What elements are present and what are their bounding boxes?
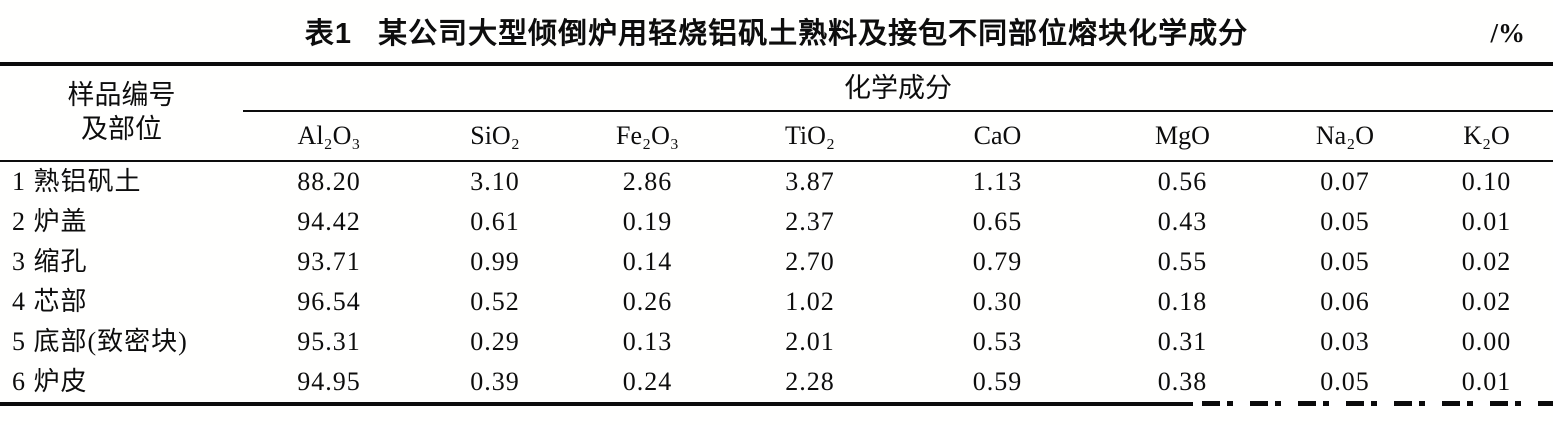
column-header: SiO₂ xyxy=(415,111,575,162)
value-cell: 3.10 xyxy=(470,167,520,197)
column-header: Al₂O₃ xyxy=(243,111,415,162)
value-cell: 0.00 xyxy=(1461,327,1512,357)
value-cell: 94.42 xyxy=(297,207,361,237)
value-cell: 0.07 xyxy=(1320,167,1370,197)
value-cell: 2.70 xyxy=(785,247,835,277)
row-label: 5 底部(致密块) xyxy=(12,327,188,357)
value-cell: 0.10 xyxy=(1461,167,1512,197)
row-header-line2: 及部位 xyxy=(81,114,162,144)
table-wrapper: 样品编号 及部位 化学成分 Al₂O₃ SiO₂ Fe₂O₃ TiO₂ CaO MgO Na… xyxy=(0,62,1553,406)
value-cell: 0.30 xyxy=(972,287,1023,317)
table-row: 2 炉盖 94.42 0.61 0.19 2.37 0.65 0.43 0.05 0.01 xyxy=(0,202,1553,242)
column-header: TiO₂ xyxy=(720,111,900,162)
value-cell: 0.13 xyxy=(622,327,673,357)
row-label: 2 炉盖 xyxy=(12,207,88,237)
value-cell: 0.03 xyxy=(1320,327,1370,357)
column-header: MgO xyxy=(1095,111,1270,162)
column-header: Fe₂O₃ xyxy=(575,111,720,162)
value-cell: 1.02 xyxy=(785,287,835,317)
row-header-line1: 样品编号 xyxy=(67,80,176,111)
value-cell: 95.31 xyxy=(297,327,361,357)
value-cell: 0.05 xyxy=(1320,247,1370,277)
value-cell: 0.59 xyxy=(972,367,1023,397)
value-cell: 0.65 xyxy=(972,207,1023,237)
value-cell: 2.01 xyxy=(785,327,835,357)
table-caption-text: 某公司大型倾倒炉用轻烧铝矾土熟料及接包不同部位熔块化学成分 xyxy=(378,18,1249,50)
value-cell: 0.26 xyxy=(622,287,673,317)
value-cell: 0.43 xyxy=(1157,207,1208,237)
value-cell: 0.18 xyxy=(1157,287,1208,317)
column-header: CaO xyxy=(900,111,1095,162)
value-cell: 88.20 xyxy=(297,167,361,197)
row-label: 6 炉皮 xyxy=(12,367,88,397)
value-cell: 0.53 xyxy=(972,327,1023,357)
group-header-row: 样品编号 及部位 化学成分 xyxy=(0,64,1553,162)
value-cell: 3.87 xyxy=(785,167,835,197)
value-cell: 0.79 xyxy=(972,247,1023,277)
value-cell: 0.38 xyxy=(1157,367,1208,397)
value-cell: 0.01 xyxy=(1461,367,1512,397)
value-cell: 93.71 xyxy=(297,247,361,277)
value-cell: 0.29 xyxy=(470,327,520,357)
value-cell: 0.01 xyxy=(1461,207,1512,237)
value-cell: 0.39 xyxy=(470,367,520,397)
row-label: 1 熟铝矾土 xyxy=(12,167,142,197)
value-cell: 0.02 xyxy=(1461,287,1512,317)
value-cell: 0.19 xyxy=(622,207,673,237)
table-caption: 表1 某公司大型倾倒炉用轻烧铝矾土熟料及接包不同部位熔块化学成分 xyxy=(305,10,1248,52)
value-cell: 2.37 xyxy=(785,207,835,237)
table-row: 6 炉皮 94.95 0.39 0.24 2.28 0.59 0.38 0.05 0.01 xyxy=(0,362,1553,404)
value-cell: 94.95 xyxy=(297,367,361,397)
column-header: K₂O xyxy=(1420,111,1553,162)
value-cell: 0.05 xyxy=(1320,367,1370,397)
value-cell: 0.99 xyxy=(470,247,520,277)
table-row: 5 底部(致密块) 95.31 0.29 0.13 2.01 0.53 0.31 0.03 0.… xyxy=(0,322,1553,362)
table-caption-row: 表1 某公司大型倾倒炉用轻烧铝矾土熟料及接包不同部位熔块化学成分 /% xyxy=(0,0,1553,62)
composition-table: 样品编号 及部位 化学成分 Al₂O₃ SiO₂ Fe₂O₃ TiO₂ CaO MgO Na… xyxy=(0,62,1553,406)
scan-artifact-dashes xyxy=(1193,401,1553,406)
table-row: 1 熟铝矾土 88.20 3.10 2.86 3.87 1.13 0.56 0.07 0.10 xyxy=(0,161,1553,202)
value-cell: 0.14 xyxy=(622,247,673,277)
column-header-row: Al₂O₃ SiO₂ Fe₂O₃ TiO₂ CaO MgO Na₂O K₂O xyxy=(0,111,1553,162)
value-cell: 0.06 xyxy=(1320,287,1370,317)
table-caption-label: 表1 xyxy=(304,18,353,50)
value-cell: 0.31 xyxy=(1157,327,1208,357)
column-header: Na₂O xyxy=(1270,111,1420,162)
group-header-cell: 化学成分 xyxy=(243,64,1553,112)
value-cell: 0.61 xyxy=(470,207,520,237)
table-row: 4 芯部 96.54 0.52 0.26 1.02 0.30 0.18 0.06 0.02 xyxy=(0,282,1553,322)
value-cell: 0.52 xyxy=(470,287,520,317)
row-header-cell: 样品编号 及部位 xyxy=(0,64,243,162)
value-cell: 0.56 xyxy=(1157,167,1208,197)
row-label: 3 缩孔 xyxy=(12,247,88,277)
table-body: 1 熟铝矾土 88.20 3.10 2.86 3.87 1.13 0.56 0.07 0.10 2… xyxy=(0,161,1553,404)
value-cell: 0.24 xyxy=(622,367,673,397)
table-row: 3 缩孔 93.71 0.99 0.14 2.70 0.79 0.55 0.05 0.02 xyxy=(0,242,1553,282)
value-cell: 2.28 xyxy=(785,367,835,397)
value-cell: 96.54 xyxy=(297,287,361,317)
unit-label: /% xyxy=(1490,18,1525,48)
value-cell: 0.02 xyxy=(1461,247,1512,277)
value-cell: 2.86 xyxy=(622,167,673,197)
value-cell: 0.55 xyxy=(1157,247,1208,277)
value-cell: 1.13 xyxy=(972,167,1023,197)
table-header: 样品编号 及部位 化学成分 Al₂O₃ SiO₂ Fe₂O₃ TiO₂ CaO MgO Na… xyxy=(0,64,1553,162)
row-label: 4 芯部 xyxy=(12,287,88,317)
value-cell: 0.05 xyxy=(1320,207,1370,237)
